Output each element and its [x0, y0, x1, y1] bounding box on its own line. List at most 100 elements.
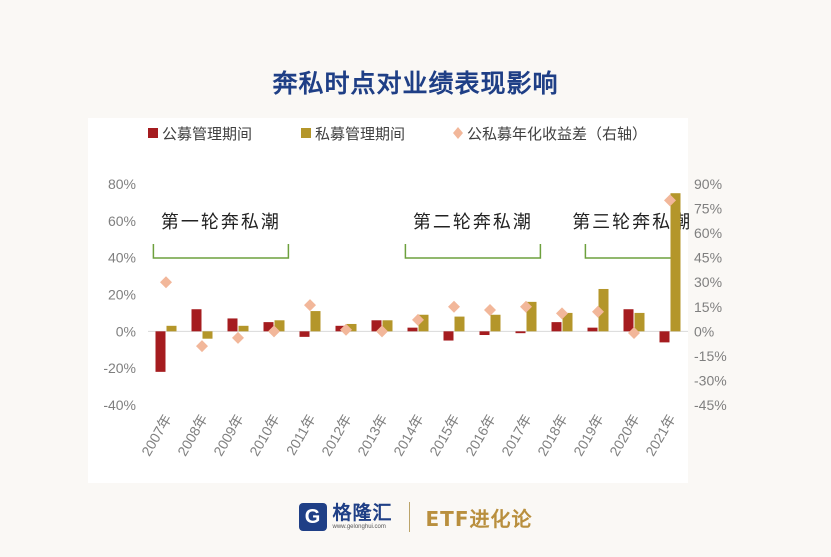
x-axis-tick-label: 2012年	[318, 412, 354, 459]
left-axis-tick-label: 80%	[108, 176, 136, 192]
right-axis-tick-label: 75%	[694, 201, 722, 217]
legend-private-label: 私募管理期间	[315, 125, 405, 143]
x-axis-tick-label: 2011年	[283, 412, 319, 458]
public-bar	[515, 331, 526, 334]
x-axis-tick-label: 2015年	[426, 412, 462, 459]
diff-diamond-point	[340, 323, 352, 336]
logo-block: 格隆汇 www.gelonghui.com	[333, 503, 393, 531]
diff-diamond-point	[196, 340, 208, 353]
diff-diamond-point	[232, 331, 244, 344]
annotation-label: 第二轮奔私潮	[413, 212, 533, 233]
annotation-label: 第三轮奔私潮	[572, 212, 692, 233]
diff-diamond-point	[304, 299, 316, 312]
right-axis-tick-label: 90%	[694, 176, 722, 192]
left-axis-tick-label: 20%	[108, 287, 136, 303]
brand-name: ETF进化论	[425, 506, 533, 531]
x-axis-tick-label: 2014年	[390, 412, 426, 459]
right-axis-tick-label: 30%	[694, 274, 722, 290]
diff-diamond-point	[520, 300, 532, 313]
private-bar	[526, 301, 537, 332]
marks	[155, 193, 681, 372]
diff-diamond-point	[412, 313, 424, 326]
chart-title: 奔私时点对业绩表现影响	[272, 69, 559, 98]
left-axis-tick-label: 0%	[116, 323, 136, 339]
right-axis-tick-label: 0%	[694, 323, 714, 339]
right-axis-tick-label: -15%	[694, 348, 727, 364]
private-bar	[238, 325, 249, 332]
diff-diamond-point	[556, 307, 568, 320]
x-axis-tick-label: 2017年	[498, 412, 534, 459]
public-bar	[263, 322, 274, 332]
legend-private-swatch	[301, 128, 311, 138]
x-axis-tick-label: 2018年	[534, 412, 570, 459]
left-axis-tick-label: 60%	[108, 213, 136, 229]
public-bar	[227, 318, 238, 332]
public-bar	[587, 327, 598, 332]
left-axis-tick-label: 40%	[108, 250, 136, 266]
x-axis-tick-label: 2016年	[462, 412, 498, 459]
public-bar	[155, 331, 166, 372]
diff-diamond-point	[664, 194, 676, 207]
annotation-bracket	[152, 244, 290, 259]
public-bar	[191, 309, 202, 332]
private-bar	[166, 325, 177, 332]
annotation-bracket	[404, 244, 542, 259]
right-axis-tick-label: -45%	[694, 397, 727, 413]
diff-diamond-point	[628, 326, 640, 339]
public-bar	[659, 331, 670, 343]
right-axis-tick-label: 15%	[694, 299, 722, 315]
public-bar	[551, 322, 562, 332]
private-bar	[382, 320, 393, 332]
public-bar	[371, 320, 382, 332]
private-bar	[562, 312, 573, 332]
private-bar	[274, 320, 285, 332]
private-bar	[598, 288, 609, 332]
private-bar	[454, 316, 465, 332]
x-axis-tick-label: 2021年	[642, 412, 678, 459]
public-bar	[299, 331, 310, 337]
annotation-label: 第一轮奔私潮	[161, 212, 281, 233]
x-axis-tick-label: 2020年	[606, 412, 642, 459]
x-axis-tick-label: 2009年	[210, 412, 246, 459]
private-bar	[346, 323, 357, 332]
x-axis-tick-label: 2007年	[138, 412, 174, 459]
private-bar	[670, 193, 681, 332]
public-bar	[335, 325, 346, 332]
private-bar	[310, 311, 321, 332]
legend-diff-swatch	[453, 127, 463, 139]
logo-url: www.gelonghui.com	[332, 524, 386, 530]
diff-diamond-point	[448, 300, 460, 313]
diff-diamond-point	[376, 325, 388, 338]
x-axis-tick-label: 2013年	[354, 412, 390, 459]
diff-diamond-point	[160, 276, 172, 289]
private-bar	[202, 331, 213, 339]
public-bar	[443, 331, 454, 341]
logo-name: 格隆汇	[332, 502, 393, 524]
legend-diff-label: 公私募年化收益差（右轴）	[467, 125, 647, 143]
public-bar	[407, 327, 418, 332]
left-axis-tick-label: -20%	[103, 360, 136, 376]
right-axis-tick-label: 60%	[694, 225, 722, 241]
diff-diamond-point	[484, 304, 496, 317]
annotations: 第一轮奔私潮 第二轮奔私潮 第三轮奔私潮	[152, 212, 692, 259]
legend: 公募管理期间 私募管理期间 公私募年化收益差（右轴）	[148, 125, 647, 143]
axes: 80% 60% 40% 20% 0% -20% -40% 90% 75% 60% 45% 30% 15%…	[103, 176, 726, 459]
annotation-bracket	[584, 244, 680, 259]
footer: G 格隆汇 www.gelonghui.com ETF进化论	[0, 495, 831, 539]
x-axis-tick-label: 2008年	[174, 412, 210, 459]
right-axis-tick-label: -30%	[694, 372, 727, 388]
diff-diamond-point	[268, 325, 280, 338]
public-bar	[479, 331, 490, 336]
x-axis-tick-label: 2019年	[570, 412, 606, 459]
legend-public-label: 公募管理期间	[162, 125, 252, 143]
private-bar	[490, 314, 501, 332]
public-bar	[623, 309, 634, 332]
footer-divider	[408, 502, 410, 532]
legend-public-swatch	[148, 128, 158, 138]
chart-card	[88, 118, 688, 483]
x-axis-tick-label: 2010年	[246, 412, 282, 459]
diff-diamond-point	[592, 305, 604, 318]
gelonghui-logo-icon: G	[298, 503, 327, 531]
right-axis-tick-label: 45%	[694, 250, 722, 266]
